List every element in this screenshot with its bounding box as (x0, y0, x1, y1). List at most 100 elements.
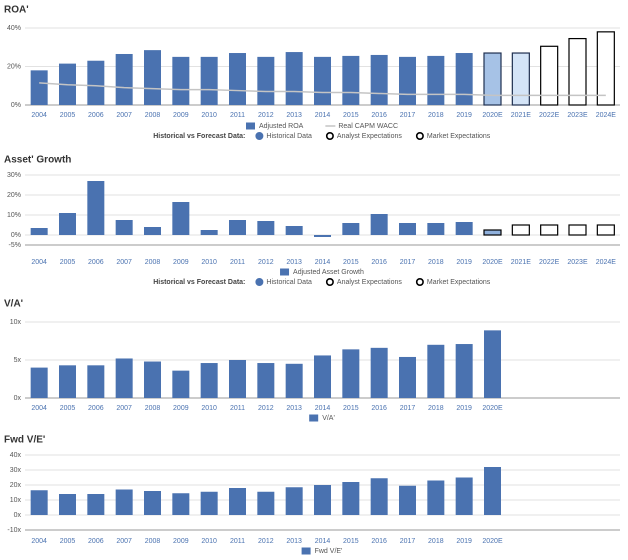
bar (87, 60, 105, 105)
x-tick-label: 2024E (596, 259, 617, 266)
legend-label: Adjusted ROA (259, 123, 304, 130)
bar (540, 224, 559, 236)
x-tick-label: 2021E (511, 112, 532, 119)
y-tick-label: 10% (7, 212, 21, 219)
x-tick-label: 2018 (428, 538, 444, 545)
bar (399, 56, 416, 105)
bar (59, 365, 76, 398)
forecast-legend-label: Historical vs Forecast Data: (153, 133, 245, 140)
bar (370, 347, 388, 398)
bar (257, 363, 275, 398)
bar (314, 485, 331, 515)
x-tick-label: 2017 (400, 538, 416, 545)
x-tick-label: 2008 (145, 538, 161, 545)
bar (540, 45, 559, 106)
bar (30, 70, 48, 105)
line (39, 82, 606, 97)
x-tick-label: 2006 (88, 538, 104, 545)
bar (342, 55, 360, 105)
x-tick-label: 2019 (456, 259, 472, 266)
x-tick-label: 2015 (343, 112, 359, 119)
y-tick-label: 30x (10, 467, 22, 474)
y-tick-label: 0x (14, 512, 22, 519)
forecast-legend: Historical vs Forecast Data: Historical D… (153, 277, 491, 286)
bar (115, 220, 133, 235)
bar (87, 494, 105, 515)
bar (285, 52, 303, 105)
x-tick-label: 2018 (428, 405, 444, 412)
x-tick-label: 2012 (258, 538, 274, 545)
bar (455, 222, 473, 235)
legend-label: Analyst Expectations (337, 279, 402, 286)
x-tick-label: 2012 (258, 405, 274, 412)
x-tick-label: 2017 (400, 405, 416, 412)
x-tick-label: 2010 (201, 405, 217, 412)
x-tick-label: 2019 (456, 112, 472, 119)
x-tick-label: 2008 (145, 112, 161, 119)
x-tick-label: 2011 (230, 405, 245, 412)
bar (229, 360, 246, 398)
x-tick-label: 2018 (428, 259, 444, 266)
legend-label: V/A' (322, 415, 335, 422)
chart-title: ROA' (4, 5, 29, 16)
legend-marker (325, 277, 334, 286)
x-tick-label: 2010 (201, 112, 217, 119)
legend-marker (415, 277, 424, 286)
bar (229, 488, 246, 515)
bar (144, 361, 161, 398)
x-tick-label: 2004 (31, 405, 47, 412)
chart-title: V/A' (4, 299, 23, 310)
x-tick-label: 2020E (482, 405, 503, 412)
bar (172, 370, 190, 398)
x-tick-label: 2017 (400, 112, 416, 119)
bar (87, 365, 105, 398)
y-tick-label: 0% (11, 232, 21, 239)
legend-swatch (246, 122, 255, 130)
bar (30, 367, 48, 398)
y-tick-label: 5x (14, 357, 22, 364)
bar (370, 54, 388, 105)
forecast-legend-label: Historical vs Forecast Data: (153, 279, 245, 286)
x-tick-label: 2016 (371, 112, 387, 119)
chart-title: Fwd V/E' (4, 435, 45, 446)
bar (285, 226, 303, 235)
bar (115, 489, 133, 515)
bar (200, 56, 218, 105)
x-tick-label: 2022E (539, 259, 560, 266)
bar (370, 478, 388, 515)
x-tick-label: 2019 (456, 405, 472, 412)
bar (144, 491, 161, 515)
y-tick-label: 10x (10, 319, 22, 326)
bar (59, 213, 76, 235)
x-tick-label: 2011 (230, 112, 245, 119)
chart-title: Asset' Growth (4, 155, 71, 166)
y-tick-label: 20% (7, 63, 21, 70)
bar (596, 31, 615, 106)
bar (144, 227, 161, 235)
bar (172, 493, 190, 515)
x-tick-label: 2006 (88, 405, 104, 412)
x-tick-label: 2009 (173, 112, 189, 119)
x-tick-label: 2023E (567, 112, 588, 119)
x-tick-label: 2014 (315, 112, 331, 119)
y-tick-label: 0% (11, 102, 21, 109)
legend: Fwd V/E' (301, 547, 342, 555)
x-tick-label: 2009 (173, 538, 189, 545)
legend-swatch (309, 414, 319, 422)
bar (399, 223, 416, 235)
x-tick-label: 2004 (31, 259, 47, 266)
x-tick-label: 2007 (116, 538, 132, 545)
x-tick-label: 2015 (343, 405, 359, 412)
y-tick-label: 10x (10, 497, 22, 504)
x-tick-label: 2011 (230, 538, 245, 545)
legend: V/A' (309, 414, 335, 422)
legend-label: Market Expectations (427, 133, 491, 140)
legend-label: Historical Data (266, 133, 312, 140)
bar (427, 55, 445, 105)
x-tick-label: 2009 (173, 259, 189, 266)
x-tick-label: 2008 (145, 405, 161, 412)
x-tick-label: 2010 (201, 538, 217, 545)
x-tick-label: 2013 (286, 259, 302, 266)
bar (314, 235, 331, 237)
